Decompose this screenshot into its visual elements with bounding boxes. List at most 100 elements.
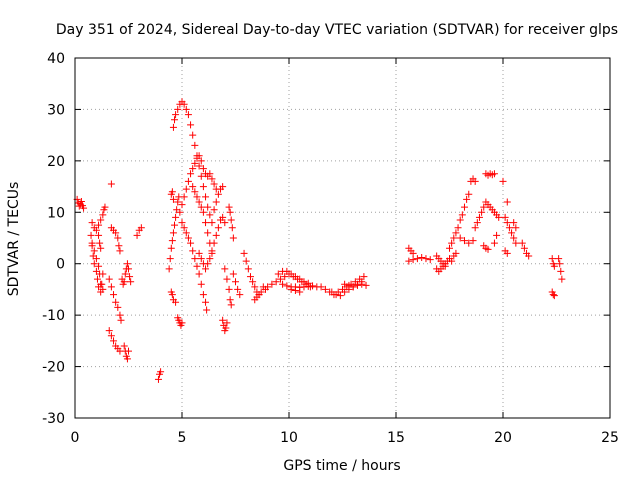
data-point bbox=[210, 206, 218, 214]
data-point bbox=[168, 237, 176, 245]
data-point bbox=[204, 229, 212, 237]
data-point bbox=[126, 273, 134, 281]
series-arc_s bbox=[176, 152, 220, 216]
series-arc_p bbox=[167, 288, 180, 306]
series-arc_ab bbox=[240, 249, 269, 299]
data-point bbox=[195, 162, 203, 170]
data-point bbox=[255, 291, 263, 299]
data-point bbox=[174, 198, 182, 206]
data-point bbox=[405, 257, 413, 265]
data-point bbox=[300, 283, 308, 291]
data-point bbox=[169, 195, 177, 203]
data-point bbox=[191, 141, 199, 149]
data-point bbox=[137, 224, 145, 232]
data-point bbox=[184, 234, 192, 242]
data-point bbox=[195, 249, 203, 257]
series-arc_w bbox=[210, 183, 227, 214]
data-point bbox=[202, 265, 210, 273]
data-point bbox=[116, 247, 124, 255]
data-point bbox=[187, 121, 195, 129]
y-tick-label: 0 bbox=[56, 257, 65, 273]
data-point bbox=[110, 291, 118, 299]
data-point bbox=[549, 291, 557, 299]
data-point bbox=[88, 219, 96, 227]
data-point bbox=[503, 198, 511, 206]
series-arc_af bbox=[279, 280, 321, 291]
data-point bbox=[123, 260, 131, 268]
data-point bbox=[452, 229, 460, 237]
series-arc_az bbox=[518, 239, 533, 260]
series-arc_ax bbox=[501, 247, 511, 257]
data-point bbox=[242, 257, 250, 265]
data-point bbox=[490, 239, 498, 247]
series-arc_y bbox=[219, 316, 231, 335]
data-point bbox=[362, 281, 370, 289]
data-point bbox=[475, 213, 483, 221]
data-point bbox=[274, 270, 282, 278]
x-tick-label: 0 bbox=[71, 430, 80, 446]
data-point bbox=[197, 280, 205, 288]
data-point bbox=[223, 319, 231, 327]
data-point bbox=[120, 278, 128, 286]
y-tick-label: -20 bbox=[42, 360, 65, 376]
data-point bbox=[353, 281, 361, 289]
data-point bbox=[478, 208, 486, 216]
series-arc_aw bbox=[501, 213, 520, 247]
data-point bbox=[110, 337, 118, 345]
data-point bbox=[90, 260, 98, 268]
series-arc_t bbox=[178, 219, 211, 314]
data-point bbox=[317, 283, 325, 291]
plot-frame bbox=[74, 57, 611, 419]
series-arc_a bbox=[73, 195, 88, 212]
data-point bbox=[465, 190, 473, 198]
data-point bbox=[349, 283, 357, 291]
data-point bbox=[184, 111, 192, 119]
data-point bbox=[227, 216, 235, 224]
data-point bbox=[87, 231, 95, 239]
data-point bbox=[112, 298, 120, 306]
data-point bbox=[520, 244, 528, 252]
series-arc_f bbox=[107, 180, 115, 188]
data-point bbox=[121, 270, 129, 278]
data-point bbox=[167, 244, 175, 252]
data-point bbox=[208, 249, 216, 257]
data-point bbox=[409, 249, 417, 257]
data-point bbox=[518, 239, 526, 247]
data-point bbox=[197, 203, 205, 211]
series-arc_bc bbox=[555, 255, 566, 283]
data-point bbox=[191, 188, 199, 196]
series-arc_e bbox=[95, 231, 105, 252]
data-point bbox=[268, 280, 276, 288]
data-point bbox=[279, 280, 287, 288]
series-arc_al bbox=[405, 254, 434, 265]
series-arc_ak bbox=[405, 244, 417, 257]
data-point bbox=[169, 123, 177, 131]
data-point bbox=[127, 278, 135, 286]
data-point bbox=[92, 226, 100, 234]
series-arc_x bbox=[221, 265, 235, 309]
data-point bbox=[180, 224, 188, 232]
data-point bbox=[95, 262, 103, 270]
data-point bbox=[189, 131, 197, 139]
data-point bbox=[328, 288, 336, 296]
series-arc_k bbox=[120, 342, 132, 363]
data-point bbox=[287, 285, 295, 293]
series-arc_r bbox=[169, 98, 216, 227]
data-point bbox=[77, 197, 85, 205]
data-point bbox=[95, 221, 103, 229]
data-point bbox=[291, 286, 299, 294]
y-tick-label: 20 bbox=[47, 154, 65, 170]
data-point bbox=[465, 239, 473, 247]
data-point bbox=[197, 172, 205, 180]
data-point bbox=[166, 255, 174, 263]
series-arc_ac bbox=[251, 291, 263, 304]
data-point bbox=[341, 280, 349, 288]
data-point bbox=[471, 177, 479, 185]
data-point bbox=[172, 213, 180, 221]
data-point bbox=[97, 216, 105, 224]
y-tick-label: 40 bbox=[47, 51, 65, 67]
data-point bbox=[358, 280, 366, 288]
data-point bbox=[212, 198, 220, 206]
data-point bbox=[503, 219, 511, 227]
